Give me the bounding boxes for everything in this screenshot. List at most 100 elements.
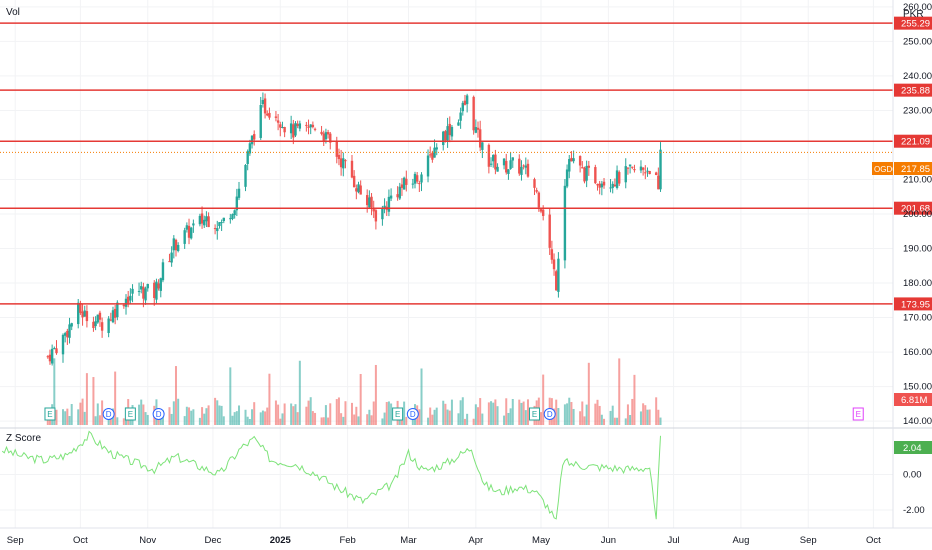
candle-body	[628, 164, 632, 167]
candle-body	[402, 177, 406, 190]
volume-bar	[457, 413, 460, 425]
volume-bar	[644, 405, 647, 425]
volume-bar	[177, 398, 180, 425]
price-tick-label: 150.00	[903, 382, 932, 393]
zscore-axis[interactable]: 0.00 -2.00	[903, 469, 925, 516]
earnings-marker[interactable]	[528, 407, 540, 421]
volume-bar	[524, 410, 527, 425]
candle-body	[68, 324, 71, 338]
candle-body	[170, 252, 173, 263]
candle-body	[337, 154, 341, 160]
candle-body	[411, 183, 415, 185]
dividend-marker[interactable]	[102, 408, 115, 420]
candle-body	[185, 225, 189, 230]
time-tick-label: Apr	[468, 535, 483, 546]
volume-bar	[83, 411, 86, 425]
dividend-marker[interactable]	[406, 408, 419, 420]
candle-body	[231, 214, 234, 219]
volume-bar	[566, 403, 569, 425]
volume-bar	[266, 407, 269, 425]
volume-bar	[581, 401, 584, 425]
volume-bar	[168, 407, 171, 425]
candle-body	[168, 261, 171, 263]
candle-body	[581, 167, 584, 169]
candle-body	[478, 129, 482, 148]
candle-body	[639, 166, 643, 171]
time-axis[interactable]: Sep Oct Nov Dec 2025 Feb Mar Apr May Jun Jul Aug Sep…	[7, 535, 881, 546]
candle-body	[122, 304, 126, 307]
earnings-marker[interactable]	[124, 407, 136, 421]
volume-bar	[98, 415, 101, 425]
earnings-marker[interactable]	[44, 407, 56, 421]
candle-body	[261, 99, 265, 105]
volume-bar	[385, 402, 388, 425]
price-tick-label: 180.00	[903, 278, 932, 289]
candle-body	[583, 167, 586, 182]
candle-body	[507, 169, 510, 175]
z-tick-label: 0.00	[903, 469, 922, 480]
horizontal-levels[interactable]: 255.29 235.88 221.09 201.68 173.95	[0, 16, 932, 311]
candle-body	[237, 188, 241, 198]
candle-body	[218, 222, 221, 226]
level-tag: 255.29	[901, 19, 930, 30]
level-tag-bg	[894, 134, 932, 148]
volume-bar	[235, 411, 238, 425]
candle-body	[459, 112, 462, 121]
candle-body	[350, 160, 354, 178]
candle-body	[450, 126, 454, 137]
volume-bar	[642, 403, 645, 425]
volume-bar	[472, 418, 475, 425]
candle-body	[53, 348, 56, 350]
volume-bar	[474, 404, 477, 425]
level-tag: 201.68	[901, 204, 930, 215]
volume-bar	[633, 374, 636, 425]
zscore-value-badge: 2.04	[894, 441, 932, 454]
candle-body	[157, 283, 160, 289]
volume-bar	[639, 411, 642, 425]
candle-body	[113, 308, 117, 318]
candle-body	[81, 311, 84, 318]
candle-body	[611, 183, 614, 188]
level-tag-bg	[894, 297, 932, 311]
volume-bar	[459, 400, 462, 425]
candle-body	[602, 181, 606, 186]
volume-bar	[350, 402, 353, 425]
price-tick-label: 260.00	[903, 2, 932, 13]
candle-body	[396, 194, 399, 198]
candle-body	[548, 214, 551, 248]
price-axis[interactable]: 260.00 250.00 240.00 230.00 210.00 200.00 190.…	[903, 2, 932, 427]
volume-bar	[109, 415, 112, 425]
price-tick-label: 250.00	[903, 36, 932, 47]
volume-bar	[387, 401, 390, 425]
volume-bar	[466, 413, 469, 425]
candle-body	[368, 197, 371, 208]
candle-body	[203, 219, 206, 226]
volume-bar	[355, 406, 358, 425]
last-volume-tag: 6.81M	[901, 395, 927, 406]
dividend-marker[interactable]	[152, 408, 165, 420]
candle-body	[648, 170, 651, 175]
earnings-marker[interactable]	[392, 407, 404, 421]
candle-body	[502, 158, 506, 166]
candle-body	[96, 314, 99, 323]
volume-bar	[214, 397, 217, 425]
dividend-marker-label: D	[156, 410, 162, 419]
volume-bar	[383, 412, 386, 425]
candle-body	[472, 96, 475, 131]
volume-bar	[233, 412, 236, 425]
candle-body	[220, 222, 223, 224]
dividend-marker[interactable]	[543, 408, 556, 420]
candle-body	[174, 239, 178, 251]
candle-body	[463, 100, 467, 105]
volume-bar	[294, 404, 297, 425]
candle-body	[557, 258, 560, 292]
candle-body	[431, 152, 434, 160]
volume-bar	[613, 417, 616, 425]
candle-body	[129, 295, 132, 301]
earnings-marker[interactable]	[852, 407, 864, 421]
candle-body	[426, 155, 430, 177]
volume-bar	[505, 398, 508, 425]
volume-bar	[170, 413, 173, 425]
